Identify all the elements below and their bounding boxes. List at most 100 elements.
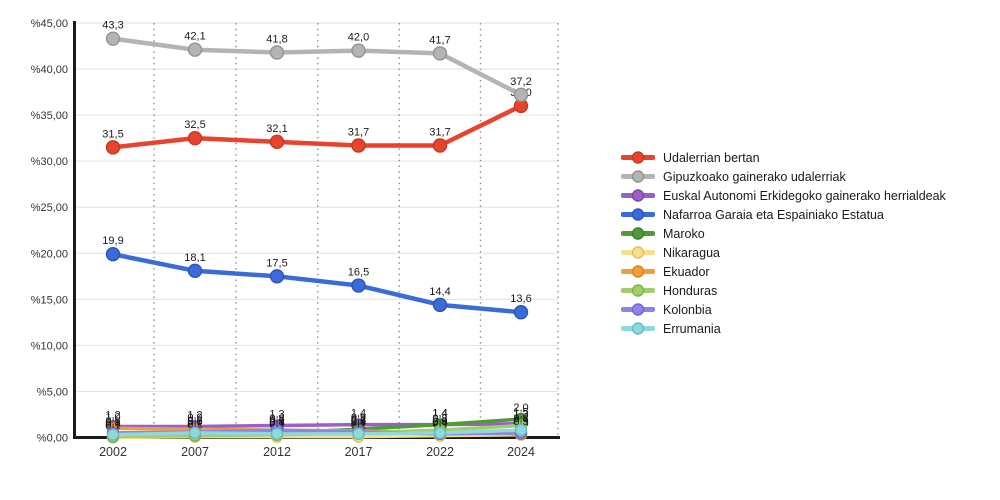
data-point-marker[interactable]: [351, 278, 366, 293]
data-point-label: 2,0: [513, 402, 528, 414]
legend-label: Kolonbia: [663, 302, 712, 317]
legend-swatch-icon: [621, 303, 655, 316]
data-point-marker[interactable]: [352, 427, 365, 441]
data-point-marker[interactable]: [351, 43, 366, 58]
data-point-label: 1,2: [105, 409, 120, 421]
y-axis-tick-label: %20,00: [31, 248, 68, 260]
data-point-marker[interactable]: [106, 428, 120, 441]
data-point-marker[interactable]: [188, 426, 202, 440]
data-point-label: 0,5: [105, 416, 120, 428]
data-point-label: 0,9: [351, 412, 366, 424]
data-point-marker[interactable]: [269, 45, 285, 60]
y-axis-tick-label: %10,00: [31, 340, 68, 352]
y-axis-tick-label: %5,00: [37, 386, 68, 398]
data-point-marker[interactable]: [105, 246, 121, 262]
data-point-marker[interactable]: [269, 134, 285, 150]
legend-item[interactable]: Maroko: [621, 224, 946, 243]
data-point-label: 0,8: [269, 413, 284, 425]
series-line: [110, 36, 524, 98]
data-point-label: 0,3: [105, 418, 120, 430]
x-axis-tick-label: 2007: [181, 445, 209, 459]
data-point-label: 1,4: [351, 408, 366, 420]
data-point-label: 32,1: [266, 123, 287, 135]
data-point-marker[interactable]: [513, 305, 529, 320]
y-axis-tick-label: %45,00: [31, 18, 68, 30]
data-point-label: 42,0: [348, 32, 369, 44]
data-point-label: 0,5: [513, 416, 528, 428]
data-point-label: 0,6: [351, 415, 366, 427]
data-point-label: 0,8: [269, 413, 284, 425]
data-point-label: 1,3: [269, 409, 284, 421]
legend-item[interactable]: Gipuzkoako gainerako udalerriak: [621, 167, 946, 186]
data-point-label: 14,4: [429, 286, 450, 298]
y-axis-tick-label: %35,00: [31, 110, 68, 122]
y-axis-tick-label: %25,00: [31, 202, 68, 214]
data-point-label: 0,4: [269, 417, 284, 429]
data-point-label: 0,5: [351, 416, 366, 428]
data-point-label: 13,6: [510, 293, 531, 305]
data-point-label: 18,1: [184, 252, 205, 264]
data-point-label: 31,5: [102, 128, 123, 140]
data-point-marker[interactable]: [432, 297, 448, 313]
series-line: [110, 103, 524, 150]
legend-swatch-icon: [621, 227, 655, 240]
data-point-marker[interactable]: [187, 42, 203, 57]
legend-item[interactable]: Ekuador: [621, 262, 946, 281]
legend-label: Euskal Autonomi Erkidegoko gainerako her…: [663, 188, 946, 203]
data-point-label: 43,3: [102, 20, 123, 32]
data-point-marker[interactable]: [105, 31, 121, 46]
legend-label: Nikaragua: [663, 245, 720, 260]
legend-label: Ekuador: [663, 264, 710, 279]
y-axis-tick-label: %30,00: [31, 156, 68, 168]
data-point-label: 0,7: [351, 414, 366, 426]
data-point-marker[interactable]: [187, 130, 203, 146]
data-point-marker[interactable]: [105, 140, 121, 155]
data-point-label: 0,8: [432, 413, 447, 425]
data-point-label: 0,6: [187, 415, 202, 427]
data-point-label: 0,8: [513, 413, 528, 425]
data-point-label: 0,5: [269, 416, 284, 428]
legend-swatch-icon: [621, 246, 655, 259]
data-point-label: 1,3: [513, 409, 528, 421]
legend-swatch-icon: [621, 322, 655, 335]
data-point-label: 17,5: [266, 257, 287, 269]
data-point-marker[interactable]: [351, 138, 366, 153]
data-point-label: 0,5: [432, 416, 447, 428]
data-point-marker[interactable]: [513, 87, 529, 103]
legend-item[interactable]: Udalerrian bertan: [621, 148, 946, 167]
data-point-label: 31,7: [429, 127, 450, 139]
data-point-marker[interactable]: [432, 138, 448, 153]
y-axis-tick-label: %40,00: [31, 64, 68, 76]
data-point-label: 37,2: [510, 76, 531, 88]
chart-canvas: %45,00 %40,00 %35,00 %30,00 %25,00 %20,00 %15,…: [31, 18, 560, 459]
legend-item[interactable]: Honduras: [621, 281, 946, 300]
data-point-marker[interactable]: [269, 269, 285, 284]
legend-item[interactable]: Errumania: [621, 319, 946, 338]
data-point-marker[interactable]: [432, 46, 448, 61]
data-point-label: 41,7: [429, 34, 450, 46]
legend-item[interactable]: Nafarroa Garaia eta Espainiako Estatua: [621, 205, 946, 224]
legend-item[interactable]: Nikaragua: [621, 243, 946, 262]
data-point-marker[interactable]: [187, 263, 203, 278]
legend: Udalerrian bertan Gipuzkoako gainerako ud…: [621, 148, 946, 338]
legend-item[interactable]: Kolonbia: [621, 300, 946, 319]
data-point-label: 0,4: [351, 417, 366, 429]
data-point-label: 1,4: [432, 408, 447, 420]
x-axis-tick-label: 2017: [345, 445, 373, 459]
legend-swatch-icon: [621, 208, 655, 221]
data-point-label: 0,9: [187, 412, 202, 424]
data-point-label: 16,5: [348, 267, 369, 279]
legend-label: Gipuzkoako gainerako udalerriak: [663, 169, 846, 184]
data-point-label: 1,0: [105, 411, 120, 423]
legend-swatch-icon: [621, 189, 655, 202]
data-point-marker[interactable]: [514, 423, 528, 437]
legend-swatch-icon: [621, 170, 655, 183]
data-point-label: 41,8: [266, 33, 287, 45]
data-point-marker[interactable]: [270, 427, 284, 441]
data-point-label: 32,5: [184, 119, 205, 131]
data-point-marker[interactable]: [433, 426, 447, 440]
x-axis-tick-label: 2002: [99, 445, 127, 459]
y-axis-tick-label: %15,00: [31, 294, 68, 306]
legend-item[interactable]: Euskal Autonomi Erkidegoko gainerako her…: [621, 186, 946, 205]
legend-label: Nafarroa Garaia eta Espainiako Estatua: [663, 207, 884, 222]
